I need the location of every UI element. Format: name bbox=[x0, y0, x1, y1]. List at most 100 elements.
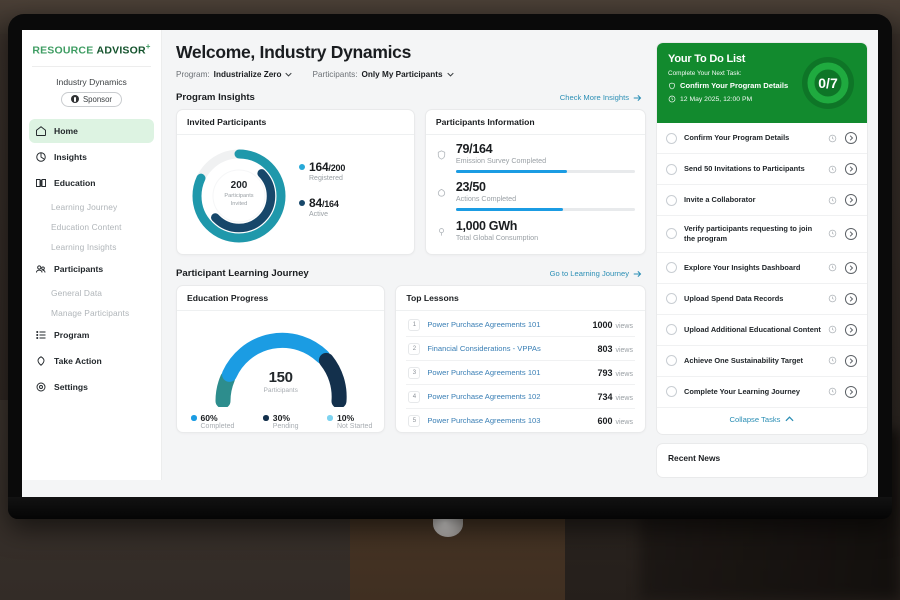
card-body: 79/164 Emission Survey Completed bbox=[426, 135, 645, 254]
legend-dot-pending bbox=[263, 415, 269, 421]
lesson-name[interactable]: Power Purchase Agreements 102 bbox=[427, 392, 541, 401]
chevron-right-icon[interactable] bbox=[844, 131, 858, 145]
lesson-name[interactable]: Power Purchase Agreements 101 bbox=[427, 368, 541, 377]
task-label: Achieve One Sustainability Target bbox=[684, 355, 803, 365]
help-icon[interactable] bbox=[828, 165, 837, 174]
task-item[interactable]: Explore Your Insights Dashboard bbox=[657, 253, 867, 284]
task-checkbox[interactable] bbox=[666, 386, 677, 398]
sidebar-item-settings[interactable]: Settings bbox=[29, 375, 154, 399]
gauge-svg bbox=[215, 332, 347, 409]
participants-filter[interactable]: Participants: Only My Participants bbox=[312, 70, 454, 79]
donut-row: 200 Participants Invited bbox=[187, 144, 404, 248]
sidebar-item-learning-journey[interactable]: Learning Journey bbox=[51, 201, 118, 212]
help-icon[interactable] bbox=[828, 263, 837, 272]
check-more-insights-link[interactable]: Check More Insights bbox=[560, 93, 642, 102]
table-row[interactable]: 2 Financial Considerations - VPPAs 803 vi… bbox=[406, 337, 635, 361]
sidebar-item-manage-participants[interactable]: Manage Participants bbox=[51, 307, 130, 318]
chevron-up-icon bbox=[785, 416, 795, 422]
task-item[interactable]: Send 50 Invitations to Participants bbox=[657, 154, 867, 185]
sidebar-item-education[interactable]: Education bbox=[29, 171, 154, 195]
help-icon[interactable] bbox=[828, 196, 837, 205]
legend-percent: 30% bbox=[272, 413, 290, 423]
chevron-right-icon[interactable] bbox=[844, 385, 858, 399]
chevron-right-icon[interactable] bbox=[844, 162, 858, 176]
donut-center-label: 200 Participants Invited bbox=[187, 180, 291, 208]
sidebar-item-take-action[interactable]: Take Action bbox=[29, 349, 154, 373]
lesson-name[interactable]: Financial Considerations - VPPAs bbox=[427, 344, 541, 353]
lesson-views: 734 bbox=[597, 391, 613, 402]
task-checkbox[interactable] bbox=[666, 163, 677, 175]
sidebar-item-label: Insights bbox=[54, 151, 87, 162]
task-checkbox[interactable] bbox=[666, 194, 677, 206]
chevron-right-icon[interactable] bbox=[844, 193, 858, 207]
table-row[interactable]: 5 Power Purchase Agreements 103 600 views bbox=[406, 409, 635, 432]
help-icon[interactable] bbox=[828, 229, 837, 238]
lesson-name[interactable]: Power Purchase Agreements 101 bbox=[427, 320, 541, 329]
chevron-right-icon[interactable] bbox=[844, 227, 858, 241]
program-filter-label: Program: bbox=[176, 70, 210, 79]
task-checkbox[interactable] bbox=[666, 132, 677, 144]
sidebar-item-participants[interactable]: Participants bbox=[29, 257, 154, 281]
lesson-name[interactable]: Power Purchase Agreements 103 bbox=[427, 416, 541, 425]
task-checkbox[interactable] bbox=[666, 355, 677, 367]
invited-legend: 164/200 Registered 84/164 bbox=[299, 160, 345, 232]
legend-dot-registered bbox=[299, 164, 305, 170]
sidebar-item-label: Education bbox=[54, 177, 96, 188]
stat-value: 79/164 bbox=[455, 142, 493, 156]
lesson-rank: 5 bbox=[408, 414, 421, 427]
legend-item: 30% Pending bbox=[263, 413, 299, 430]
task-item[interactable]: Confirm Your Program Details bbox=[657, 123, 867, 154]
sidebar-item-label: Participants bbox=[54, 263, 104, 274]
table-row[interactable]: 3 Power Purchase Agreements 101 793 views bbox=[406, 361, 635, 385]
task-checkbox[interactable] bbox=[666, 324, 677, 336]
sidebar-item-education-content[interactable]: Education Content bbox=[51, 221, 122, 232]
help-icon[interactable] bbox=[828, 134, 837, 143]
task-item[interactable]: Upload Spend Data Records bbox=[657, 284, 867, 315]
brand-logo[interactable]: RESOURCE ADVISOR+ bbox=[22, 39, 161, 66]
legend-percent: 10% bbox=[336, 413, 355, 423]
table-row[interactable]: 4 Power Purchase Agreements 102 734 views bbox=[406, 385, 635, 409]
task-item[interactable]: Achieve One Sustainability Target bbox=[657, 346, 867, 377]
gauge-center-caption: Participants bbox=[263, 387, 298, 394]
chevron-right-icon[interactable] bbox=[844, 323, 858, 337]
section-title: Participant Learning Journey bbox=[176, 268, 309, 279]
task-checkbox[interactable] bbox=[666, 262, 677, 274]
help-icon[interactable] bbox=[828, 325, 837, 334]
stat-row: 1,000 GWh Total Global Consumption bbox=[436, 219, 635, 243]
go-to-learning-journey-link[interactable]: Go to Learning Journey bbox=[550, 269, 642, 278]
task-label: Explore Your Insights Dashboard bbox=[684, 262, 801, 272]
help-icon[interactable] bbox=[828, 387, 837, 396]
sidebar-item-label: Program bbox=[54, 329, 90, 340]
sidebar-item-learning-insights[interactable]: Learning Insights bbox=[51, 241, 117, 252]
lesson-rank: 3 bbox=[408, 366, 421, 379]
collapse-tasks-button[interactable]: Collapse Tasks bbox=[657, 408, 867, 432]
task-item[interactable]: Upload Additional Educational Content bbox=[657, 315, 867, 346]
sidebar-item-insights[interactable]: Insights bbox=[29, 145, 154, 169]
help-icon[interactable] bbox=[828, 294, 837, 303]
task-item[interactable]: Complete Your Learning Journey bbox=[657, 377, 867, 408]
task-item[interactable]: Invite a Collaborator bbox=[657, 185, 867, 216]
recent-news-card: Recent News bbox=[656, 442, 868, 478]
shield-icon bbox=[669, 82, 675, 89]
help-icon[interactable] bbox=[828, 356, 837, 365]
chevron-right-icon[interactable] bbox=[844, 354, 858, 368]
task-item[interactable]: Verify participants requesting to join t… bbox=[657, 216, 867, 253]
sponsor-badge[interactable]: Sponsor bbox=[60, 91, 123, 107]
chevron-right-icon[interactable] bbox=[844, 261, 858, 275]
chevron-right-icon[interactable] bbox=[844, 292, 858, 306]
lesson-views-unit: views bbox=[615, 322, 633, 330]
sidebar-item-general-data[interactable]: General Data bbox=[51, 287, 103, 298]
program-filter[interactable]: Program: Industrialize Zero bbox=[176, 70, 293, 79]
legend-item: 164/200 Registered bbox=[299, 160, 345, 182]
table-row[interactable]: 1 Power Purchase Agreements 101 1000 view… bbox=[406, 313, 635, 337]
donut-center-caption-1: Participants bbox=[224, 193, 254, 199]
todo-next-task: Confirm Your Program Details bbox=[668, 81, 788, 90]
sidebar-item-program[interactable]: Program bbox=[29, 323, 154, 347]
card-body: 150 Participants 60% bbox=[177, 311, 384, 432]
task-checkbox[interactable] bbox=[666, 228, 677, 240]
stat-caption: Total Global Consumption bbox=[455, 233, 539, 242]
learning-journey-header: Participant Learning Journey Go to Learn… bbox=[176, 268, 646, 279]
task-checkbox[interactable] bbox=[666, 293, 677, 305]
chevron-down-icon bbox=[446, 72, 454, 77]
sidebar-item-home[interactable]: Home bbox=[29, 118, 154, 143]
